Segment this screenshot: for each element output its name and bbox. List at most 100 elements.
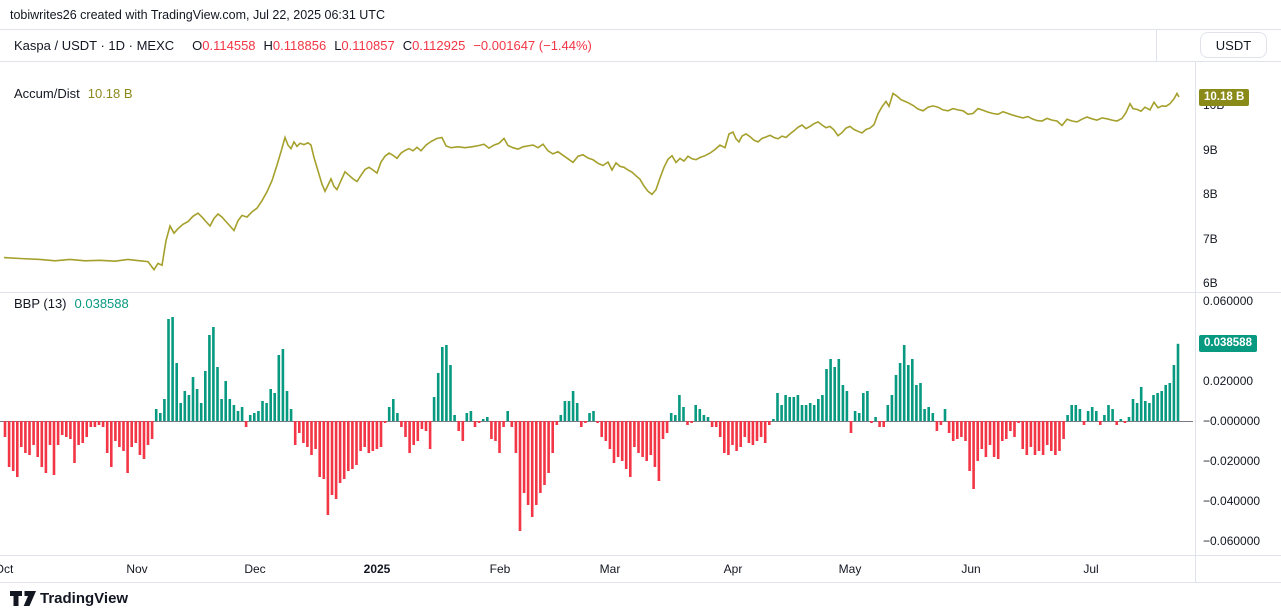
bbp-histogram-bar — [731, 421, 734, 445]
bbp-histogram-bar — [919, 383, 922, 421]
bbp-histogram-bar — [682, 407, 685, 421]
bbp-histogram-bar — [306, 421, 309, 447]
bbp-histogram-bar — [220, 399, 223, 421]
bbp-histogram-bar — [56, 421, 60, 445]
bbp-histogram-bar — [841, 385, 845, 421]
bbp-legend-title[interactable]: BBP (13) — [14, 296, 67, 311]
bbp-histogram-bar — [980, 421, 984, 449]
bbp-histogram-bar — [224, 381, 227, 421]
bbp-histogram-bar — [661, 421, 665, 439]
bbp-histogram-bar — [800, 405, 804, 421]
bbp-histogram-bar — [3, 421, 7, 437]
bbp-histogram-bar — [1168, 383, 1172, 421]
currency-toggle-button[interactable]: USDT — [1200, 32, 1267, 58]
close-value: 0.112925 — [412, 38, 466, 53]
bbp-histogram-bar — [878, 421, 881, 427]
bbp-histogram-bar — [494, 421, 497, 441]
bbp-histogram-bar — [1090, 407, 1094, 421]
bbp-histogram-bar — [1107, 405, 1110, 421]
bbp-histogram-bar — [526, 421, 530, 505]
bbp-histogram-bar — [77, 421, 80, 445]
bbp-histogram-bar — [396, 413, 399, 421]
time-axis-label-apr: Apr — [723, 562, 743, 576]
accum-dist-legend-title[interactable]: Accum/Dist — [14, 86, 80, 101]
chart-header: Kaspa / USDT · 1D · MEXC O0.114558 H0.1188… — [0, 30, 1281, 62]
bbp-histogram-bar — [772, 419, 775, 421]
bbp-histogram-bar — [208, 335, 211, 421]
bbp-histogram-bar — [445, 345, 448, 421]
bbp-legend-value: 0.038588 — [74, 296, 129, 311]
bbp-histogram-bar — [853, 411, 857, 421]
bbp-histogram-bar — [898, 363, 902, 421]
bbp-histogram-bar — [163, 399, 166, 421]
bbp-histogram-bar — [743, 421, 747, 437]
bbp-histogram-bar — [240, 407, 244, 421]
price-axis-tick: 0.060000 — [1203, 294, 1254, 308]
bbp-histogram-bar — [150, 421, 154, 439]
time-axis-label-oct: Oct — [0, 562, 14, 576]
bbp-histogram-bar — [755, 421, 759, 441]
bbp-histogram-bar — [927, 407, 930, 421]
bbp-histogram-bar — [36, 421, 39, 457]
bbp-histogram-bar — [1074, 405, 1078, 421]
bbp-histogram-bar — [935, 421, 939, 431]
bbp-histogram-bar — [714, 421, 718, 427]
bbp-histogram-bar — [768, 421, 771, 425]
price-axis-tick: 9B — [1203, 143, 1218, 157]
bbp-histogram-bar — [1041, 421, 1045, 455]
accum-dist-pane[interactable] — [0, 62, 1195, 292]
bbp-histogram-bar — [298, 421, 301, 433]
bbp-histogram-bar — [236, 411, 240, 421]
bbp-histogram-bar — [490, 421, 493, 439]
bbp-histogram-bar — [996, 421, 1000, 459]
bbp-histogram-bar — [502, 421, 505, 427]
bbp-histogram-bar — [130, 421, 133, 447]
bbp-histogram-bar — [792, 397, 796, 421]
bbp-histogram-bar — [253, 413, 256, 421]
bbp-histogram-bar — [351, 421, 354, 469]
bbp-histogram-bar — [244, 421, 248, 427]
bbp-histogram-bar — [870, 421, 873, 423]
bbp-histogram-bar — [392, 399, 395, 421]
bbp-histogram-bar — [1148, 403, 1151, 421]
time-axis-label-dec: Dec — [244, 562, 266, 576]
bbp-histogram-bar — [498, 421, 501, 453]
bbp-histogram-bar — [420, 421, 424, 429]
price-axis-tick: −0.060000 — [1203, 534, 1261, 548]
time-scale[interactable]: Oct Nov Dec 2025 Feb Mar Apr May Jun Jul — [0, 555, 1281, 582]
bbp-histogram-bar — [347, 421, 350, 471]
bbp-histogram-bar — [16, 421, 19, 477]
time-axis-label-jul: Jul — [1083, 562, 1099, 576]
bbp-histogram-bar — [829, 359, 832, 421]
bbp-histogram-bar — [187, 395, 191, 421]
bbp-histogram-bar — [1160, 391, 1163, 421]
bbp-histogram-bar — [563, 401, 567, 421]
pane-separator[interactable] — [0, 292, 1281, 293]
bbp-histogram-bar — [195, 389, 199, 421]
bbp-histogram-bar — [902, 345, 906, 421]
bbp-histogram-bar — [849, 421, 853, 433]
bbp-histogram-bar — [923, 409, 926, 421]
bbp-pane[interactable] — [0, 292, 1195, 555]
bbp-histogram-bar — [1054, 421, 1057, 455]
bbp-histogram-bar — [1103, 415, 1106, 421]
bbp-histogram-bar — [44, 421, 48, 473]
bbp-histogram-bar — [686, 421, 689, 425]
bbp-histogram-bar — [11, 421, 15, 471]
bbp-histogram-bar — [1001, 421, 1004, 441]
bbp-histogram-bar — [461, 421, 465, 441]
bbp-histogram-bar — [608, 421, 612, 449]
bbp-histogram-bar — [1135, 403, 1139, 421]
bbp-histogram-bar — [436, 373, 440, 421]
bbp-histogram-bar — [915, 385, 918, 421]
bbp-histogram-bar — [1172, 365, 1176, 421]
bbp-histogram-bar — [89, 421, 93, 427]
bbp-histogram-bar — [1144, 401, 1147, 421]
bbp-histogram-bar — [412, 421, 415, 445]
bbp-histogram-bar — [20, 421, 23, 447]
bbp-histogram-bar — [428, 421, 432, 449]
symbol-title[interactable]: Kaspa / USDT · 1D · MEXC — [14, 38, 175, 53]
bbp-histogram-bar — [763, 421, 767, 443]
bbp-histogram-bar — [988, 421, 992, 445]
bbp-histogram-bar — [788, 397, 791, 421]
